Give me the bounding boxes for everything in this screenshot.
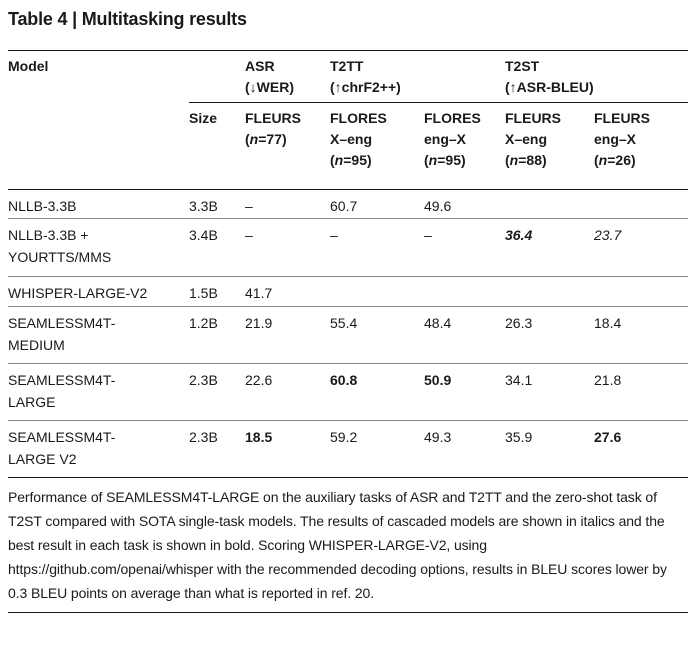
value-cell: 35.9 (505, 420, 594, 478)
table-body: NLLB-3.3B 3.3B –60.7 49.6 NLLB-3.3B + YOURTT… (8, 189, 688, 478)
table-caption: Performance of SEAMLESSM4T-LARGE on the … (8, 489, 667, 601)
size-cell: 2.3B (189, 420, 245, 478)
model-cell: SEAMLESSM4T- LARGE (8, 363, 189, 421)
col-header-size: Size (189, 102, 245, 190)
value-cell: 55.4 (330, 306, 424, 364)
size-cell: 1.2B (189, 306, 245, 364)
value-cell (594, 276, 688, 307)
group-header-t2tt: T2TT (↑chrF2++) (330, 50, 505, 103)
value-cell: – (245, 189, 330, 219)
value-cell: – (424, 218, 505, 277)
model-cell: SEAMLESSM4T- LARGE V2 (8, 420, 189, 478)
value-cell: 18.4 (594, 306, 688, 364)
table-row: SEAMLESSM4T- MEDIUM 1.2B 21.9 55.4 48.4 26.3 1… (8, 306, 688, 364)
group-header-t2st: T2ST (↑ASR-BLEU) (505, 50, 688, 103)
value-cell: 21.9 (245, 306, 330, 364)
bottom-rule (8, 612, 688, 613)
value-cell: 60.7 (330, 189, 424, 219)
model-cell: SEAMLESSM4T- MEDIUM (8, 306, 189, 364)
value-cell: 27.6 (594, 420, 688, 478)
value-cell (505, 276, 594, 307)
model-cell: NLLB-3.3B + YOURTTS/MMS (8, 218, 189, 277)
value-cell: 49.3 (424, 420, 505, 478)
table-row: WHISPER-LARGE-V2 1.5B 41.7 (8, 276, 688, 307)
value-cell: – (330, 218, 424, 277)
size-cell: 2.3B (189, 363, 245, 421)
group-header-row: Model ASR (↓WER) T2TT (↑chrF2++) T2ST (↑ASR… (8, 50, 688, 190)
value-cell: – (245, 218, 330, 277)
table-row: NLLB-3.3B 3.3B –60.7 49.6 (8, 189, 688, 219)
col-header-t2st-fleurs-xeng: FLEURS X–eng (n=88) (505, 102, 594, 190)
value-cell: 23.7 (594, 218, 688, 277)
value-cell: 36.4 (505, 218, 594, 277)
value-cell: 22.6 (245, 363, 330, 421)
size-cell: 1.5B (189, 276, 245, 307)
value-cell: 26.3 (505, 306, 594, 364)
value-cell: 18.5 (245, 420, 330, 478)
value-cell: 60.8 (330, 363, 424, 421)
table-row: SEAMLESSM4T- LARGE 2.3B 22.6 60.8 50.9 34.1 21… (8, 363, 688, 421)
col-header-asr-fleurs: FLEURS (n=77) (245, 102, 330, 190)
results-table: Model ASR (↓WER) T2TT (↑chrF2++) T2ST (↑ASR… (8, 50, 688, 478)
model-cell: NLLB-3.3B (8, 189, 189, 219)
table-row: SEAMLESSM4T- LARGE V2 2.3B 18.5 59.2 49.3 35.… (8, 420, 688, 478)
model-cell: WHISPER-LARGE-V2 (8, 276, 189, 307)
size-cell: 3.4B (189, 218, 245, 277)
col-header-t2tt-flores-xeng: FLORES X–eng (n=95) (330, 102, 424, 190)
value-cell (594, 189, 688, 219)
table-title: Table 4 | Multitasking results (8, 9, 247, 29)
group-header-spacer (189, 50, 245, 103)
value-cell (330, 276, 424, 307)
value-cell: 59.2 (330, 420, 424, 478)
col-header-model: Model (8, 50, 189, 190)
col-header-t2st-fleurs-engx: FLEURS eng–X (n=26) (594, 102, 688, 190)
value-cell (424, 276, 505, 307)
value-cell: 50.9 (424, 363, 505, 421)
col-header-t2tt-flores-engx: FLORES eng–X (n=95) (424, 102, 505, 190)
value-cell: 49.6 (424, 189, 505, 219)
size-cell: 3.3B (189, 189, 245, 219)
value-cell (505, 189, 594, 219)
value-cell: 21.8 (594, 363, 688, 421)
group-header-asr: ASR (↓WER) (245, 50, 330, 103)
value-cell: 34.1 (505, 363, 594, 421)
column-header-row: Size FLEURS (n=77) FLORES X–eng (n=95) FLOR… (8, 102, 688, 190)
value-cell: 48.4 (424, 306, 505, 364)
table-row: NLLB-3.3B + YOURTTS/MMS 3.4B – – –36.4 23.7 (8, 218, 688, 277)
value-cell: 41.7 (245, 276, 330, 307)
table-header: Model ASR (↓WER) T2TT (↑chrF2++) T2ST (↑ASR… (8, 50, 688, 190)
